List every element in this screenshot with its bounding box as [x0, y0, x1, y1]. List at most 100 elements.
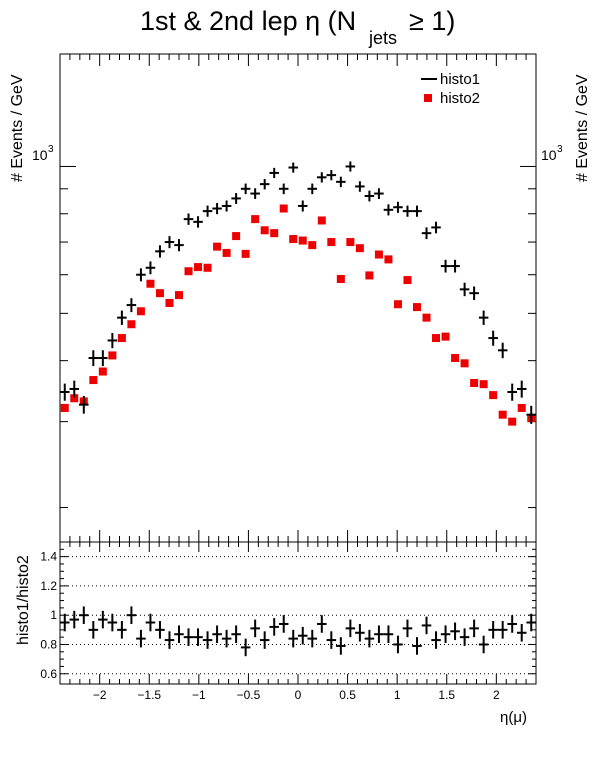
ratio-point — [393, 635, 403, 654]
ratio-point — [269, 618, 279, 636]
histo2-marker — [298, 236, 307, 245]
series-histo1 — [60, 161, 536, 424]
ratio-xtick-label: −0.5 — [237, 688, 261, 702]
histo1-point — [164, 236, 175, 249]
ratio-point — [117, 621, 127, 639]
main-plot-frame — [59, 53, 537, 543]
histo1-point — [326, 170, 337, 181]
histo1-point — [60, 383, 70, 401]
ratio-point — [69, 610, 80, 629]
histo1-point — [345, 161, 356, 172]
ratio-xtick-label: −2 — [93, 688, 107, 702]
ratio-point — [307, 629, 318, 648]
histo1-point — [202, 205, 213, 217]
histo1-point — [469, 286, 479, 301]
histo2-marker — [346, 238, 355, 247]
histo2-marker — [489, 391, 498, 400]
ratio-point — [259, 631, 270, 649]
histo2-marker — [146, 279, 155, 288]
histo1-point — [288, 162, 298, 173]
ratio-point — [221, 629, 232, 648]
ratio-point — [326, 631, 337, 649]
histo1-point — [298, 200, 308, 212]
main-ytick-label-left: 10 3 — [32, 144, 54, 163]
ratio-point — [212, 625, 222, 644]
histo1-point — [221, 200, 232, 212]
ratio-point — [164, 631, 175, 649]
histo2-marker — [479, 380, 488, 389]
histo2-marker — [260, 226, 269, 235]
histo1-point — [497, 342, 508, 359]
histo2-marker — [384, 255, 393, 264]
histo1-point — [355, 181, 365, 192]
histo1-point — [516, 380, 527, 398]
svg-text:3: 3 — [48, 144, 54, 155]
svg-text:3: 3 — [557, 144, 563, 155]
histo2-marker — [289, 235, 298, 244]
histo2-marker — [184, 267, 193, 276]
histo2-marker — [374, 250, 383, 259]
ratio-point — [469, 619, 479, 638]
histo2-marker — [460, 359, 469, 368]
ratio-xtick-label: −1.5 — [137, 688, 161, 702]
histo2-marker — [175, 291, 183, 300]
histo2-marker — [194, 263, 203, 272]
ratio-point — [431, 631, 441, 649]
histo2-marker — [270, 229, 279, 238]
ratio-point — [488, 621, 498, 639]
histo2-marker — [432, 334, 441, 343]
histo2-marker — [232, 232, 241, 241]
histo1-point — [183, 213, 194, 225]
histo2-marker — [470, 378, 479, 387]
chart-title-tail: ≥ 1) — [409, 6, 455, 36]
histo1-point — [145, 261, 156, 275]
histo1-point — [240, 183, 251, 195]
histo1-point — [212, 203, 222, 215]
histo2-marker — [355, 244, 364, 253]
ratio-ytick-label: 0.8 — [40, 637, 57, 651]
ratio-point — [250, 619, 260, 638]
histo2-marker — [127, 320, 136, 329]
histo1-point — [269, 167, 279, 179]
histo2-marker — [222, 248, 231, 257]
legend-marker-histo2 — [424, 94, 432, 102]
ratio-xtick-label: 0.5 — [339, 688, 356, 702]
histo2-marker — [317, 216, 326, 225]
histo2-marker — [413, 303, 421, 312]
histo1-point — [459, 282, 470, 297]
histo2-marker — [422, 313, 431, 322]
histo1-point — [69, 380, 80, 398]
ratio-point — [383, 625, 394, 644]
histo2-marker — [98, 367, 107, 376]
histo1-point — [450, 259, 460, 273]
histo1-point — [317, 172, 327, 183]
histo1-point — [374, 188, 384, 199]
histo2-marker — [441, 332, 450, 341]
histo2-marker — [403, 276, 412, 285]
ratio-point — [355, 623, 365, 642]
histo2-marker — [89, 376, 98, 385]
histo2-marker — [251, 215, 260, 224]
main-ylabel-left: # Events / GeV — [9, 74, 26, 182]
histo2-marker — [203, 263, 212, 272]
histo1-point — [507, 383, 517, 401]
histo1-point — [250, 188, 260, 199]
ratio-ytick-label: 1.2 — [40, 579, 57, 593]
histo1-point — [259, 178, 270, 190]
ratio-point — [526, 613, 536, 632]
ratio-point — [231, 625, 241, 644]
histo2-marker — [327, 238, 336, 247]
main-ytick-label-right: 10 3 — [541, 144, 563, 163]
svg-text:10: 10 — [32, 147, 48, 163]
histo2-marker — [336, 275, 345, 284]
histo1-point — [526, 405, 536, 424]
ratio-xtick-label: 1.5 — [438, 688, 455, 702]
ratio-point — [440, 625, 451, 644]
ratio-point — [126, 606, 137, 624]
ratio-ytick-label: 1 — [50, 608, 57, 622]
histo1-point — [307, 183, 318, 195]
main-axis-ticks — [59, 54, 537, 542]
chart-title: 1st & 2nd lep η (N — [140, 6, 356, 36]
ratio-point — [193, 628, 203, 646]
histo2-marker — [117, 334, 126, 343]
